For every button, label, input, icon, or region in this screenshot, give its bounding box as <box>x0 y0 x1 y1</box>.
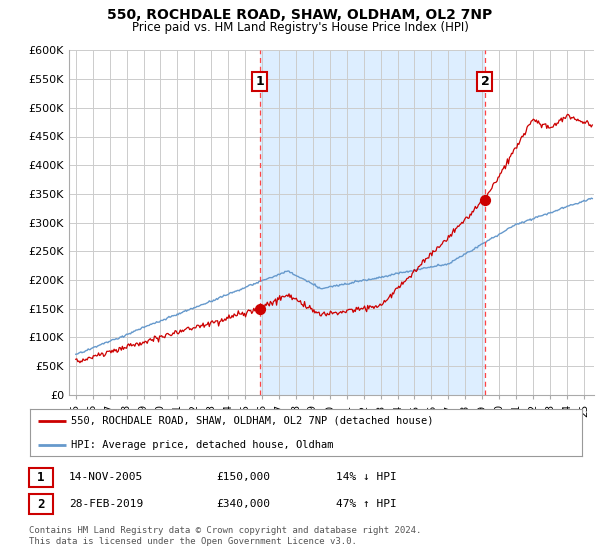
Text: £150,000: £150,000 <box>216 472 270 482</box>
Text: 47% ↑ HPI: 47% ↑ HPI <box>336 499 397 509</box>
Text: 28-FEB-2019: 28-FEB-2019 <box>69 499 143 509</box>
Text: 2: 2 <box>37 497 44 511</box>
Point <box>255 304 265 313</box>
Point <box>480 195 490 204</box>
Bar <box>260 50 485 395</box>
Text: 14% ↓ HPI: 14% ↓ HPI <box>336 472 397 482</box>
Text: HPI: Average price, detached house, Oldham: HPI: Average price, detached house, Oldh… <box>71 440 334 450</box>
Text: Price paid vs. HM Land Registry's House Price Index (HPI): Price paid vs. HM Land Registry's House … <box>131 21 469 34</box>
Text: 1: 1 <box>37 470 44 484</box>
Text: £340,000: £340,000 <box>216 499 270 509</box>
Text: 1: 1 <box>256 75 264 88</box>
Text: 14-NOV-2005: 14-NOV-2005 <box>69 472 143 482</box>
Text: 550, ROCHDALE ROAD, SHAW, OLDHAM, OL2 7NP: 550, ROCHDALE ROAD, SHAW, OLDHAM, OL2 7N… <box>107 8 493 22</box>
Text: 550, ROCHDALE ROAD, SHAW, OLDHAM, OL2 7NP (detached house): 550, ROCHDALE ROAD, SHAW, OLDHAM, OL2 7N… <box>71 416 434 426</box>
Text: Contains HM Land Registry data © Crown copyright and database right 2024.
This d: Contains HM Land Registry data © Crown c… <box>29 526 421 546</box>
Text: 2: 2 <box>481 75 490 88</box>
